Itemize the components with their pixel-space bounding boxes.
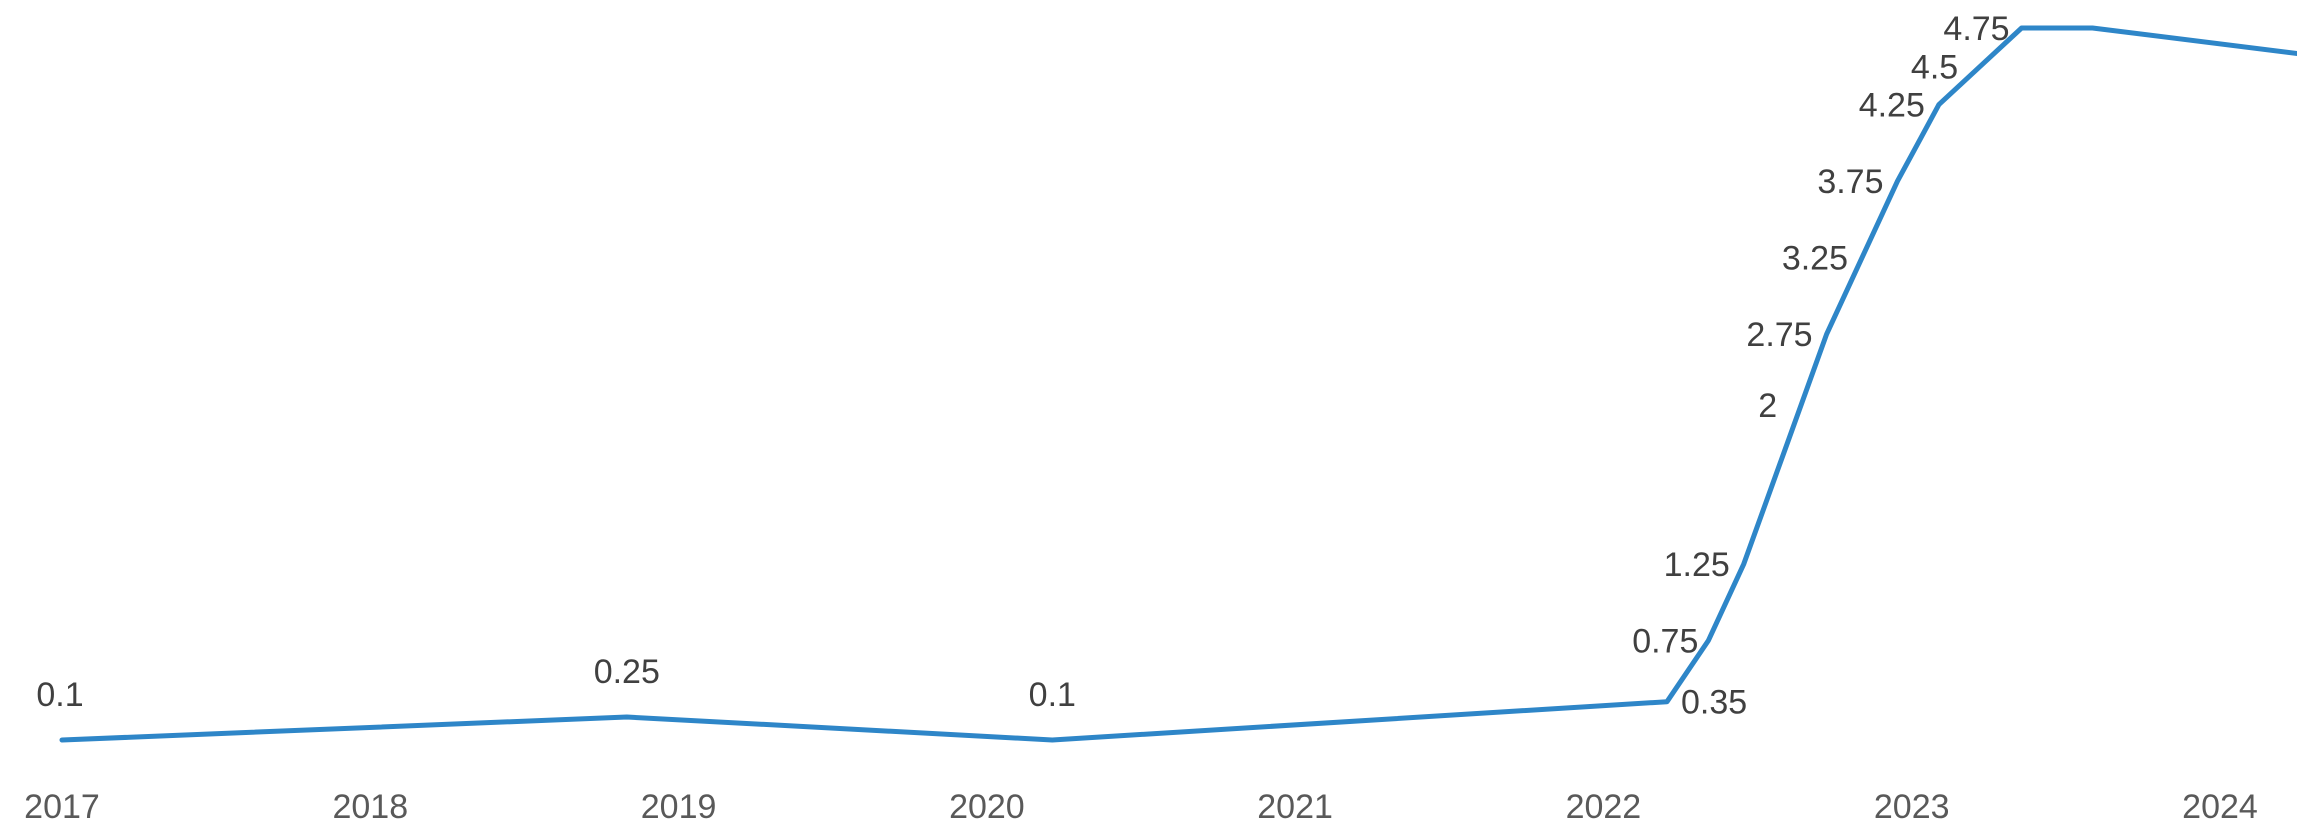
data-label: 0.25 <box>594 653 660 691</box>
x-tick-label: 2021 <box>1257 788 1333 825</box>
data-label: 2 <box>1758 387 1777 425</box>
data-label: 3.75 <box>1817 163 1883 201</box>
data-label: 4.5 <box>1911 48 1958 86</box>
x-tick-label: 2023 <box>1874 788 1950 825</box>
data-label: 4.25 <box>1859 87 1925 125</box>
data-labels: 0.10.250.1 0.350.751.2522.753.253.754.254… <box>36 10 2009 722</box>
x-tick-label: 2024 <box>2182 788 2258 825</box>
data-label: 0.35 <box>1681 684 1747 722</box>
data-label: 4.75 <box>1943 10 2009 48</box>
x-tick-label: 2019 <box>641 788 717 825</box>
data-label: 2.75 <box>1746 316 1812 354</box>
data-label: 0.75 <box>1632 623 1698 661</box>
x-tick-label: 2018 <box>332 788 408 825</box>
x-axis-ticks: 2017 2018 2019 2020 2021 2022 2023 2024 <box>24 788 2258 825</box>
series-line <box>59 25 2297 743</box>
data-label: 3.25 <box>1782 240 1848 278</box>
data-label: 0.1 <box>36 676 83 714</box>
data-label: 0.1 <box>1029 676 1076 714</box>
x-tick-label: 2020 <box>949 788 1025 825</box>
data-label: 1.25 <box>1664 546 1730 584</box>
x-tick-label: 2017 <box>24 788 100 825</box>
x-tick-label: 2022 <box>1566 788 1642 825</box>
